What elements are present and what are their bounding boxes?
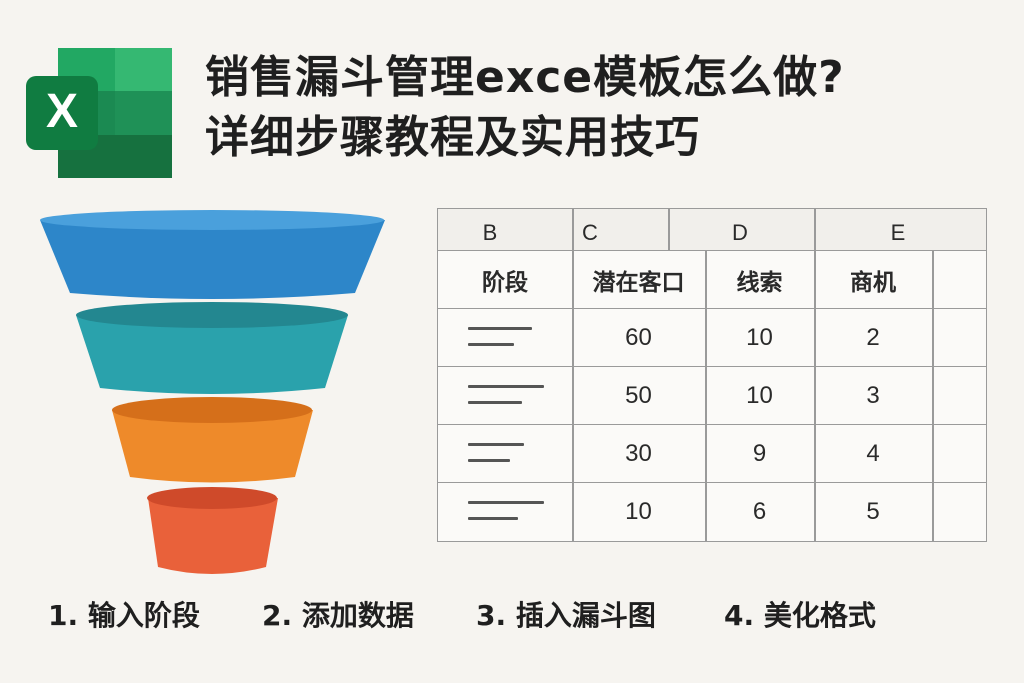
cell-leads[interactable]: 10 (746, 381, 773, 409)
title-line-1: 销售漏斗管理exce模板怎么做? (205, 52, 845, 103)
title-line-2: 详细步骤教程及实用技巧 (205, 112, 700, 163)
page-title: 销售漏斗管理exce模板怎么做? 详细步骤教程及实用技巧 (205, 48, 1015, 168)
table-row: 60 10 2 (438, 309, 986, 367)
funnel-stage-1 (40, 210, 385, 299)
stage-placeholder-lines[interactable] (468, 385, 544, 417)
cell-prospects[interactable]: 60 (625, 323, 652, 351)
column-divider (814, 251, 816, 541)
stage-placeholder-lines[interactable] (468, 443, 524, 475)
cell-prospects[interactable]: 10 (625, 498, 652, 525)
step-4: 4. 美化格式 (724, 599, 876, 632)
cell-prospects[interactable]: 50 (625, 381, 652, 409)
excel-logo-letter: X (46, 85, 78, 138)
table-row: 10 6 5 (438, 483, 986, 541)
column-header-row: B C D E (438, 209, 986, 251)
header-prospects[interactable]: 潜在客口 (592, 269, 685, 296)
cell-leads[interactable]: 10 (746, 323, 773, 351)
column-letter-c[interactable]: C (582, 220, 598, 245)
table-header-row: 阶段 潜在客口 线索 商机 (438, 251, 986, 309)
funnel-stage-2 (76, 302, 348, 394)
column-divider (932, 251, 934, 541)
spreadsheet-table: B C D E 阶段 潜在客口 线索 商机 60 (437, 208, 987, 542)
cell-leads[interactable]: 9 (752, 439, 767, 467)
header-stage[interactable]: 阶段 (482, 269, 528, 296)
cell-leads[interactable]: 6 (752, 498, 767, 525)
funnel-stage-4 (147, 487, 278, 574)
header-divider (668, 209, 670, 251)
column-letter-b[interactable]: B (482, 220, 498, 245)
step-3: 3. 插入漏斗图 (476, 599, 656, 632)
funnel-stage-3 (112, 397, 313, 483)
column-divider (705, 251, 707, 541)
header-divider (814, 209, 816, 251)
cell-opportunities[interactable]: 2 (866, 323, 880, 351)
stage-placeholder-lines[interactable] (468, 327, 532, 359)
excel-logo-icon: X (26, 48, 172, 178)
cell-opportunities[interactable]: 3 (866, 381, 880, 409)
header-divider (572, 209, 574, 251)
step-1: 1. 输入阶段 (48, 599, 200, 632)
stage-placeholder-lines[interactable] (468, 501, 544, 533)
steps-bar: 1. 输入阶段 2. 添加数据 3. 插入漏斗图 4. 美化格式 (48, 594, 1008, 634)
header-opportunities[interactable]: 商机 (850, 269, 896, 296)
table-row: 50 10 3 (438, 367, 986, 425)
column-letter-d[interactable]: D (732, 220, 748, 245)
funnel-chart (40, 210, 385, 574)
header-leads[interactable]: 线索 (736, 269, 783, 296)
cell-opportunities[interactable]: 5 (866, 498, 880, 525)
column-letter-e[interactable]: E (890, 220, 906, 245)
table-row: 30 9 4 (438, 425, 986, 483)
cell-opportunities[interactable]: 4 (866, 439, 880, 467)
column-divider (572, 251, 574, 541)
cell-prospects[interactable]: 30 (625, 439, 652, 467)
step-2: 2. 添加数据 (262, 599, 414, 632)
